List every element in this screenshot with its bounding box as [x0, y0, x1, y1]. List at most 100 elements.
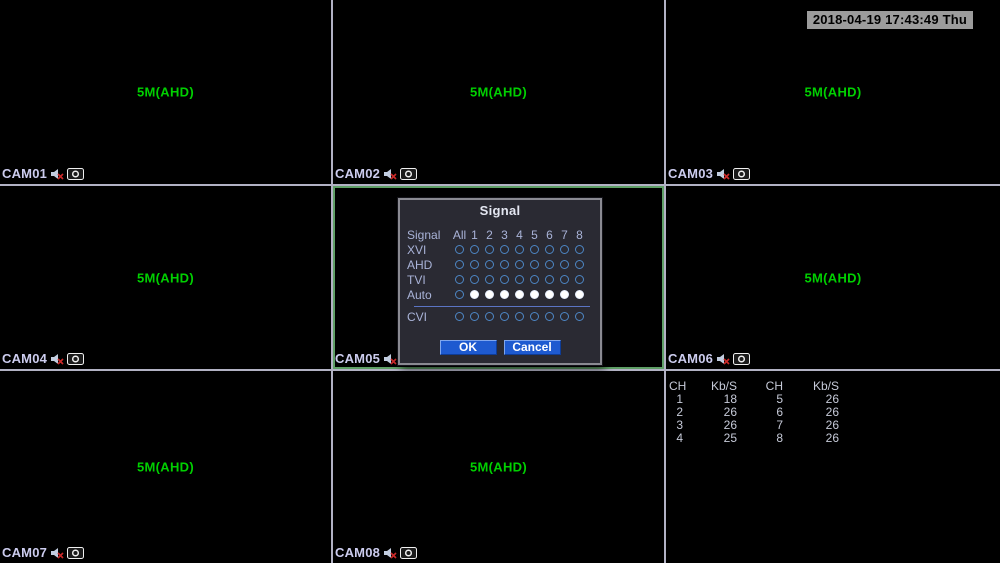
bitrate-cell: 2 [676, 405, 683, 419]
row-label: CVI [407, 309, 428, 324]
radio-xvi-7[interactable] [560, 245, 569, 254]
bitrate-header: Kb/S [710, 379, 737, 393]
radio-tvi-7[interactable] [560, 275, 569, 284]
bitrate-cell: 5 [776, 392, 783, 406]
radio-ahd-2[interactable] [485, 260, 494, 269]
camera-name: CAM03 [668, 166, 714, 181]
radio-ahd-1[interactable] [470, 260, 479, 269]
camera-cell-cam02[interactable]: 5M(AHD) CAM02 [333, 0, 666, 186]
radio-ahd-8[interactable] [575, 260, 584, 269]
stream-format-label: 5M(AHD) [470, 84, 527, 100]
radio-tvi-6[interactable] [545, 275, 554, 284]
radio-auto-2[interactable] [485, 290, 494, 299]
dialog-divider [414, 306, 590, 307]
camera-cell-cam04[interactable]: 5M(AHD) CAM04 [0, 186, 333, 371]
radio-xvi-5[interactable] [530, 245, 539, 254]
signal-header-row: Signal All 1 2 3 4 5 6 7 8 [407, 227, 600, 242]
radio-auto-3[interactable] [500, 290, 509, 299]
camera-cell-cam07[interactable]: 5M(AHD) CAM07 [0, 371, 333, 563]
stream-format-label: 5M(AHD) [804, 270, 862, 285]
radio-cvi-6[interactable] [545, 312, 554, 321]
camera-record-icon [400, 546, 418, 559]
stream-format-label: 5M(AHD) [137, 459, 194, 475]
bitrate-header: CH [669, 379, 687, 393]
radio-auto-4[interactable] [515, 290, 524, 299]
radio-auto-6[interactable] [545, 290, 554, 299]
stream-format-label: 5M(AHD) [137, 270, 194, 285]
radio-cvi-4[interactable] [515, 312, 524, 321]
header-all: All [452, 227, 467, 242]
bitrate-cell: 26 [825, 392, 839, 406]
signal-row-ahd: AHD [407, 257, 600, 272]
camera-name: CAM05 [335, 351, 381, 366]
camera-name: CAM04 [2, 351, 48, 366]
bitrate-header: CH [765, 379, 783, 393]
bitrate-cell: 26 [723, 405, 737, 419]
camera-cell-cam08[interactable]: 5M(AHD) CAM08 [333, 371, 666, 563]
camera-record-icon [67, 167, 85, 180]
bitrate-cell: 26 [723, 418, 737, 432]
camera-name: CAM06 [668, 351, 714, 366]
radio-ahd-6[interactable] [545, 260, 554, 269]
audio-muted-icon [717, 168, 730, 180]
radio-tvi-5[interactable] [530, 275, 539, 284]
system-timestamp: 2018-04-19 17:43:49 Thu [806, 11, 973, 29]
radio-tvi-4[interactable] [515, 275, 524, 284]
radio-xvi-8[interactable] [575, 245, 584, 254]
camera-name: CAM08 [335, 545, 381, 560]
radio-ahd-4[interactable] [515, 260, 524, 269]
radio-cvi-8[interactable] [575, 312, 584, 321]
signal-row-tvi: TVI [407, 272, 600, 287]
row-label: AHD [407, 257, 433, 272]
radio-tvi-8[interactable] [575, 275, 584, 284]
radio-auto-7[interactable] [560, 290, 569, 299]
radio-xvi-3[interactable] [500, 245, 509, 254]
bitrate-cell: 6 [776, 405, 783, 419]
camera-label-bar: CAM01 [2, 166, 85, 181]
bitrate-cell: 3 [676, 418, 683, 432]
radio-ahd-all[interactable] [455, 260, 464, 269]
radio-tvi-1[interactable] [470, 275, 479, 284]
camera-cell-cam03[interactable]: 5M(AHD) CAM03 [666, 0, 1000, 186]
radio-tvi-all[interactable] [455, 275, 464, 284]
header-signal: Signal [407, 227, 441, 242]
radio-tvi-3[interactable] [500, 275, 509, 284]
camera-cell-cam06[interactable]: 5M(AHD) CAM06 [666, 186, 1000, 371]
radio-xvi-4[interactable] [515, 245, 524, 254]
signal-row-cvi: CVI [407, 309, 600, 324]
radio-cvi-all[interactable] [455, 312, 464, 321]
signal-matrix: Signal All 1 2 3 4 5 6 7 8 XVI AHD TVI A [400, 227, 600, 324]
audio-muted-icon [51, 547, 64, 559]
audio-muted-icon [384, 353, 397, 365]
radio-auto-1[interactable] [470, 290, 479, 299]
header-ch7: 7 [561, 227, 568, 242]
radio-auto-all[interactable] [455, 290, 464, 299]
radio-tvi-2[interactable] [485, 275, 494, 284]
radio-ahd-3[interactable] [500, 260, 509, 269]
bitrate-cell: 26 [825, 431, 839, 445]
ok-button[interactable]: OK [439, 340, 497, 355]
radio-xvi-2[interactable] [485, 245, 494, 254]
radio-xvi-6[interactable] [545, 245, 554, 254]
cancel-button[interactable]: Cancel [503, 340, 561, 355]
radio-cvi-2[interactable] [485, 312, 494, 321]
radio-cvi-7[interactable] [560, 312, 569, 321]
radio-auto-5[interactable] [530, 290, 539, 299]
radio-cvi-3[interactable] [500, 312, 509, 321]
radio-cvi-5[interactable] [530, 312, 539, 321]
radio-ahd-5[interactable] [530, 260, 539, 269]
camera-cell-cam01[interactable]: 5M(AHD) CAM01 [0, 0, 333, 186]
radio-ahd-7[interactable] [560, 260, 569, 269]
bitrate-cell: 4 [676, 431, 683, 445]
radio-xvi-1[interactable] [470, 245, 479, 254]
camera-name: CAM01 [2, 166, 48, 181]
camera-label-bar: CAM06 [668, 351, 751, 366]
row-label: XVI [407, 242, 427, 257]
bitrate-cell: 7 [776, 418, 783, 432]
radio-xvi-all[interactable] [455, 245, 464, 254]
radio-auto-8[interactable] [575, 290, 584, 299]
bitrate-cell: 18 [723, 392, 737, 406]
radio-cvi-1[interactable] [470, 312, 479, 321]
